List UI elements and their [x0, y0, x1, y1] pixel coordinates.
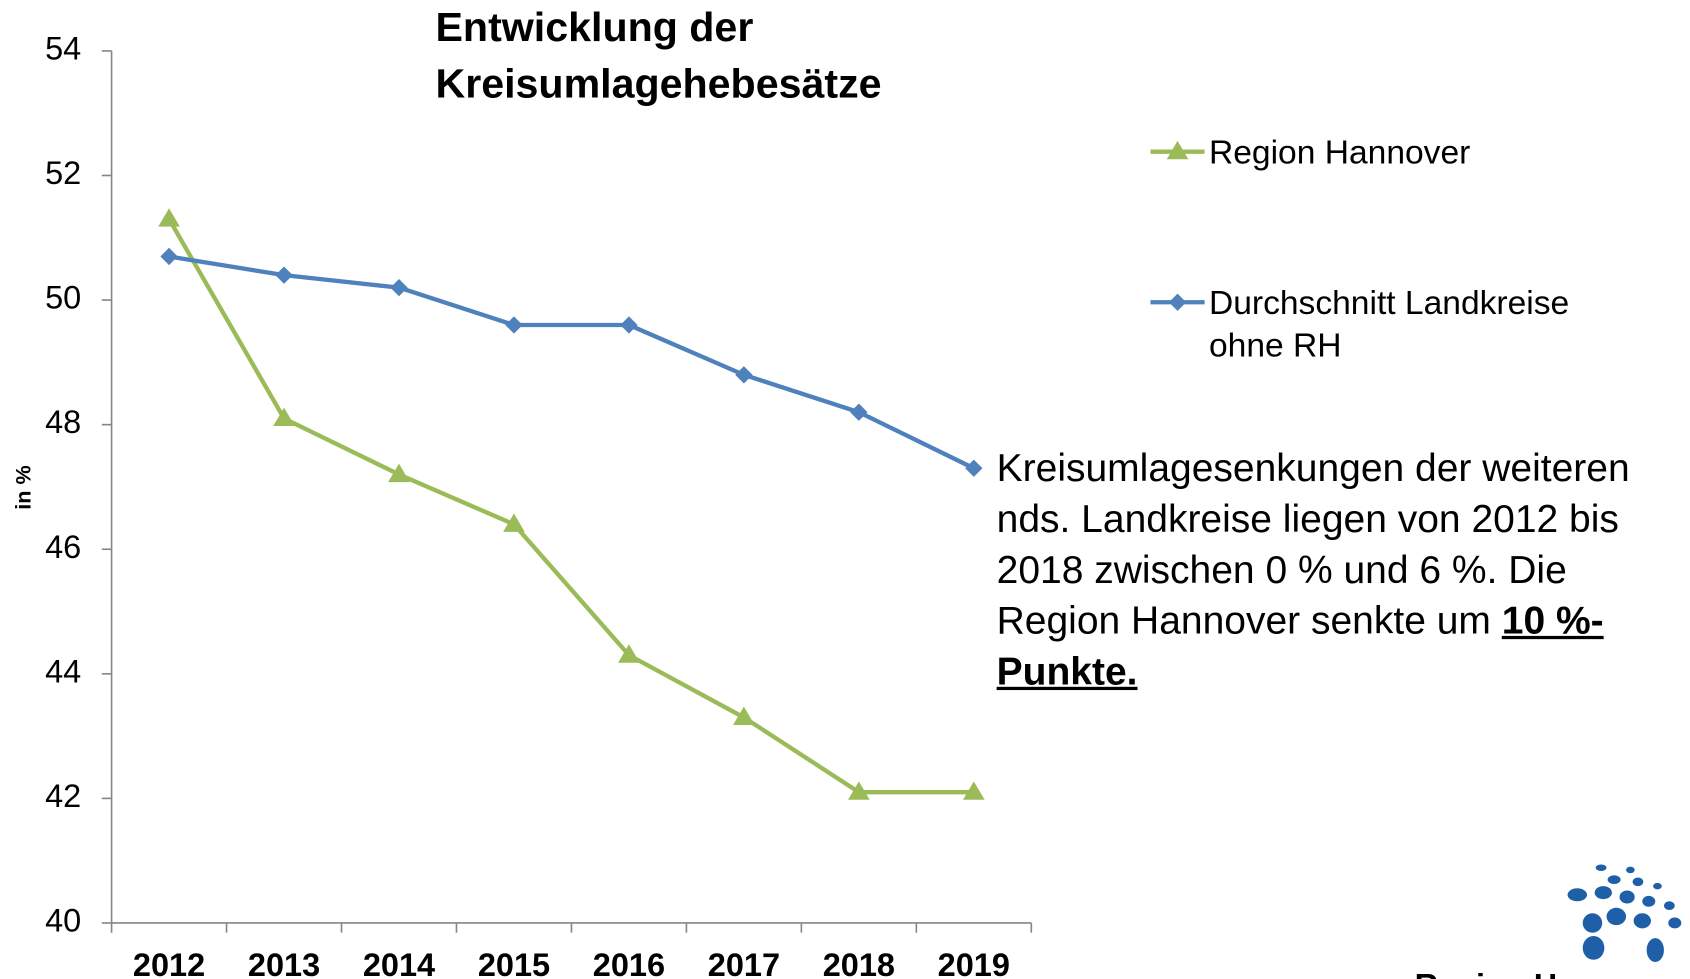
chart-title: Kreisumlagehebesätze	[435, 61, 881, 107]
series-line	[167, 218, 974, 795]
series-line	[168, 254, 975, 471]
logo-dots	[1567, 864, 1682, 962]
annotation-emphasis: 10 %-Punkte.	[996, 597, 1604, 694]
marker	[388, 463, 410, 483]
y-tick-label: 52	[45, 155, 81, 191]
x-tick-label: 2017	[708, 947, 780, 979]
y-tick-label: 46	[45, 529, 81, 565]
x-tick-label: 2016	[593, 947, 665, 979]
y-axis-label: in %	[11, 465, 36, 510]
marker	[848, 781, 870, 800]
y-tick-label: 50	[45, 280, 81, 316]
marker	[275, 266, 293, 284]
marker	[273, 407, 295, 427]
marker	[733, 706, 755, 725]
legend-marker	[1166, 140, 1189, 160]
y-tick-label: 44	[45, 653, 81, 689]
y-tick-label: 54	[45, 30, 81, 66]
marker	[620, 316, 638, 334]
logo-text: Region Hannover	[1415, 968, 1684, 979]
y-tick-label: 42	[45, 778, 81, 814]
annotation: Kreisumlagesenkungen der weiteren nds. L…	[997, 442, 1690, 697]
y-tick-label: 40	[45, 903, 81, 939]
marker	[850, 403, 868, 421]
x-tick-label: 2015	[478, 947, 550, 979]
chart-title: Entwicklung der	[435, 4, 753, 50]
marker	[390, 278, 408, 297]
x-tick-label: 2019	[938, 947, 1010, 979]
legend-label: Durchschnitt Landkreise ohne RH	[1208, 283, 1570, 364]
y-tick-label: 48	[45, 404, 81, 440]
annotation-text: Kreisumlagesenkungen der weiteren nds. L…	[996, 445, 1630, 643]
marker	[158, 208, 180, 227]
x-tick-label: 2012	[133, 947, 205, 979]
legend-marker	[1168, 293, 1187, 311]
marker	[618, 644, 640, 663]
legend-label: Region Hannover	[1208, 133, 1471, 172]
marker	[160, 247, 178, 266]
marker	[962, 781, 985, 800]
x-tick-label: 2018	[823, 947, 895, 979]
x-tick-label: 2014	[363, 947, 435, 979]
marker	[735, 366, 753, 384]
marker	[503, 513, 525, 532]
marker	[505, 316, 523, 334]
marker	[965, 459, 983, 477]
x-tick-label: 2013	[248, 947, 320, 979]
